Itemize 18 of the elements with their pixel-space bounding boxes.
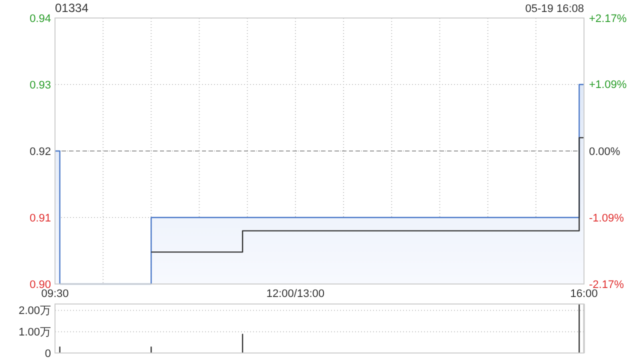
y2-tick-label: -1.09%: [589, 212, 624, 225]
y2-tick-label: 0.00%: [589, 146, 620, 158]
y2-tick-label: +1.09%: [589, 79, 627, 92]
y-tick-label: 0.90: [30, 278, 51, 291]
y-tick-label: 0.92: [30, 146, 51, 158]
x-tick-label: 09:30: [41, 288, 69, 300]
y-tick-label: 1.00万: [18, 326, 51, 339]
x-tick-label: 16:00: [570, 288, 598, 300]
y-tick-label: 0: [44, 348, 51, 360]
y-tick-label: 0.94: [30, 12, 51, 25]
y2-tick-label: -2.17%: [589, 278, 624, 291]
y-tick-label: 0.91: [30, 212, 51, 224]
chart-subtitle: 05-19 16:08: [525, 3, 584, 15]
x-tick-label: 12:00/13:00: [266, 288, 325, 300]
y2-tick-label: +2.17%: [589, 12, 627, 25]
y-tick-label: 2.00万: [18, 305, 51, 318]
y-tick-label: 0.93: [30, 79, 51, 92]
chart-title: 01334: [55, 1, 89, 15]
